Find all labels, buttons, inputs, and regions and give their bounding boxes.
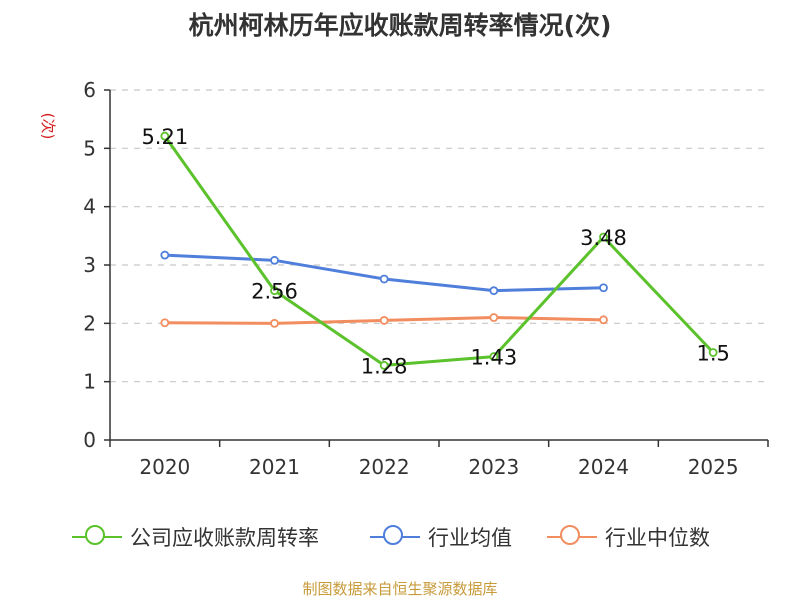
point-industry_median-2022	[379, 316, 389, 325]
x-tick-label-2021: 2021	[249, 455, 300, 479]
x-tick-label-2024: 2024	[578, 455, 629, 479]
data-label-company-2020: 5.21	[141, 125, 188, 149]
data-label-company-2025: 1.5	[696, 342, 729, 366]
data-label-company-2023: 1.43	[470, 346, 517, 370]
y-tick-label: 1	[83, 370, 96, 394]
x-tick-label-2025: 2025	[688, 455, 739, 479]
x-tick-label-2022: 2022	[359, 455, 410, 479]
point-company-2021	[270, 286, 279, 296]
point-industry_avg-2022	[379, 274, 389, 284]
legend-company-label: 公司应收账款周转率	[130, 526, 319, 550]
point-industry_avg-2020	[160, 250, 170, 260]
point-company-2023	[489, 352, 499, 361]
point-industry_avg-2024	[599, 283, 608, 293]
source-note: 制图数据来自恒生聚源数据库	[302, 580, 498, 598]
x-tick-label-2020: 2020	[139, 455, 190, 479]
y-tick-label: 5	[83, 136, 96, 160]
chart-title: 杭州柯林历年应收账款周转率情况(次)	[188, 11, 612, 40]
point-industry_median-2024	[599, 315, 608, 325]
legend-industry-median-label: 行业中位数	[605, 526, 710, 550]
point-industry_median-2021	[270, 318, 279, 328]
legend-item-company[interactable]: 公司应收账款周转率	[72, 522, 319, 552]
y-tick-label: 3	[83, 253, 96, 277]
series-line-company	[163, 135, 715, 367]
legend-company-symbol	[72, 522, 122, 552]
data-label-company-2021: 2.56	[251, 280, 298, 304]
point-company-2022	[379, 360, 389, 370]
point-industry_avg-2023	[489, 286, 499, 296]
axes: 0 1 2 3 4 5 6 2020 2021 2022 2023 2024 2025 (次)	[39, 78, 769, 479]
y-tick-label: 0	[83, 428, 96, 452]
y-tick-label: 2	[83, 311, 96, 335]
series	[160, 131, 718, 370]
point-industry_avg-2021	[270, 255, 279, 265]
legend-industry-avg-label: 行业均值	[428, 526, 512, 550]
data-labels: 5.21 2.56 1.28 1.43 3.48 1.5	[141, 125, 729, 378]
legend-industry-avg-symbol	[370, 522, 420, 552]
point-company-2020	[160, 131, 170, 141]
series-line-industry_avg	[164, 253, 604, 293]
data-label-company-2024: 3.48	[580, 226, 627, 250]
legend-item-industry-avg[interactable]: 行业均值	[370, 522, 512, 552]
legend-industry-median-symbol	[547, 522, 597, 552]
point-industry_median-2023	[489, 313, 499, 322]
point-company-2025	[708, 348, 718, 357]
data-label-company-2022: 1.28	[361, 354, 408, 378]
grid-lines	[110, 89, 768, 383]
point-industry_median-2020	[160, 318, 170, 328]
x-tick-label-2023: 2023	[468, 455, 519, 479]
y-tick-label: 6	[83, 78, 96, 102]
y-axis-label: (次)	[39, 113, 57, 140]
legend-item-industry-median[interactable]: 行业中位数	[547, 522, 710, 552]
point-company-2024	[599, 232, 608, 242]
y-tick-label: 4	[83, 195, 96, 219]
